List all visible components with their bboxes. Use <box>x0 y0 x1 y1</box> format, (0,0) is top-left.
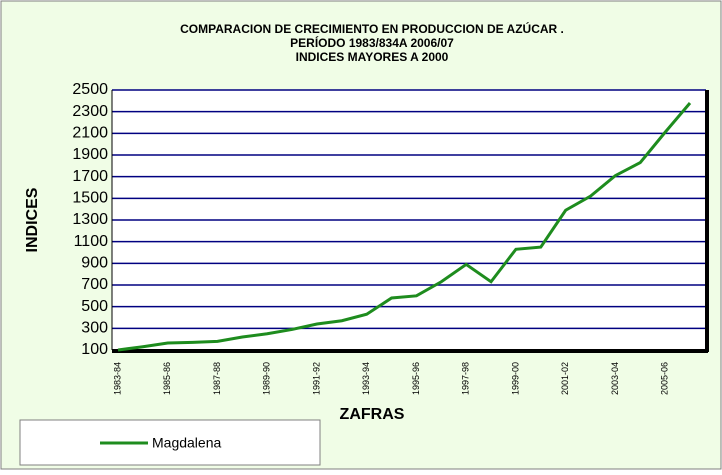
y-tick-label: 500 <box>81 298 108 315</box>
x-tick-label: 1993-94 <box>361 362 371 395</box>
x-axis-label: ZAFRAS <box>340 406 405 423</box>
y-axis-label: INDICES <box>24 187 41 252</box>
legend <box>19 419 321 466</box>
chart-title: COMPARACION DE CRECIMIENTO EN PRODUCCION… <box>180 21 564 36</box>
data-line <box>117 102 692 352</box>
y-tick-label: 900 <box>81 255 108 272</box>
y-tick-label: 1100 <box>74 233 109 250</box>
y-tick-label: 1900 <box>72 146 108 163</box>
y-tick-label: 2300 <box>72 103 108 120</box>
x-tick-label: 1985-86 <box>162 362 172 395</box>
chart-title: INDICES MAYORES A 2000 <box>296 50 449 64</box>
y-tick-label: 1500 <box>72 190 108 207</box>
y-tick-label: 100 <box>81 341 108 358</box>
y-tick-label: 1300 <box>72 211 108 228</box>
x-tick-label: 1995-96 <box>411 362 421 395</box>
legend-label: Magdalena <box>152 435 221 451</box>
x-tick-label: 1989-90 <box>262 362 272 395</box>
x-tick-label: 1999-00 <box>510 362 520 395</box>
x-tick-label: 1983-84 <box>112 362 122 395</box>
y-tick-label: 300 <box>81 320 108 337</box>
y-tick-label: 2100 <box>72 125 108 142</box>
x-tick-label: 1987-88 <box>212 362 222 395</box>
y-tick-label: 1700 <box>72 168 108 185</box>
y-tick-label: 2500 <box>72 81 108 98</box>
x-tick-label: 2005-06 <box>660 362 670 395</box>
x-tick-label: 2003-04 <box>610 362 620 395</box>
chart-title: PERÍODO 1983/834A 2006/07 <box>290 35 454 50</box>
x-tick-label: 1991-92 <box>311 362 321 395</box>
x-tick-label: 1997-98 <box>461 362 471 395</box>
y-tick-label: 700 <box>81 276 108 293</box>
x-tick-label: 2001-02 <box>560 362 570 395</box>
